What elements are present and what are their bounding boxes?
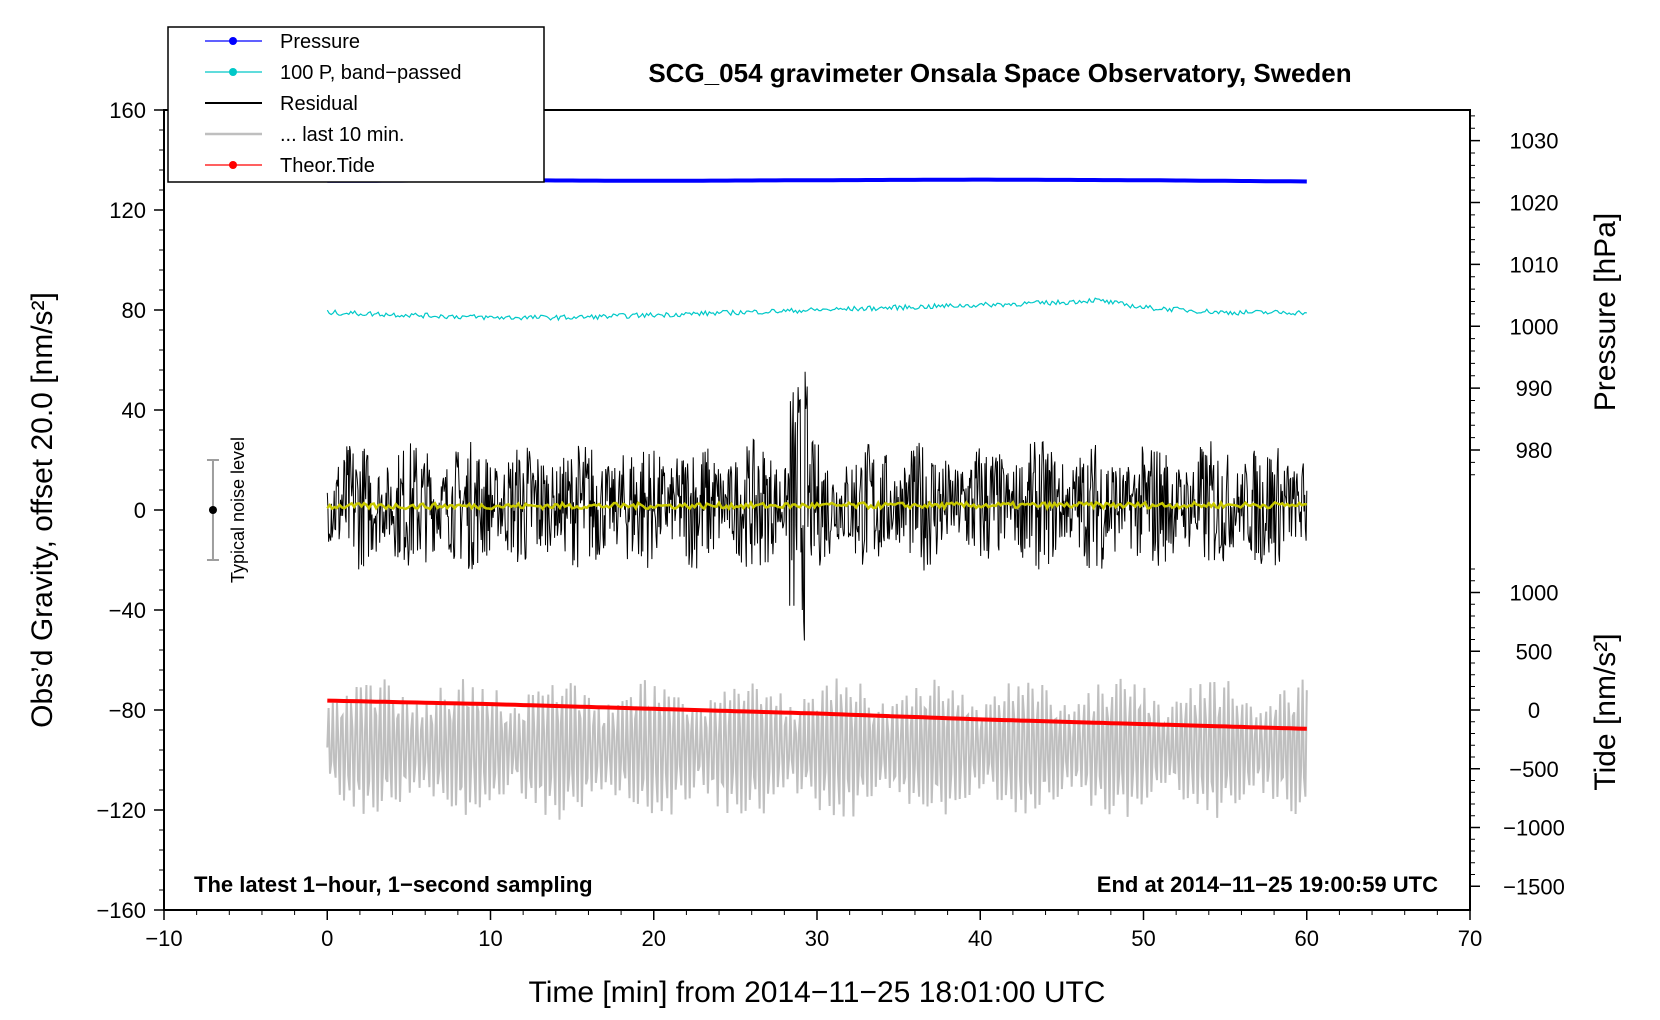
series-theor-tide — [327, 698, 1307, 731]
x-tick-label: 60 — [1295, 926, 1319, 951]
y-tick-label: −80 — [109, 698, 146, 723]
noise-level-label: Typical noise level — [228, 437, 248, 583]
pressure-tick-label: 1030 — [1510, 129, 1559, 154]
legend-box — [167, 26, 545, 183]
tide-axis-title: Tide [nm/s²] — [1589, 633, 1622, 790]
pressure-axis-title: Pressure [hPa] — [1589, 213, 1622, 411]
legend-label: Pressure — [280, 31, 360, 53]
y-tick-label: 160 — [109, 98, 146, 123]
x-axis-title: Time [min] from 2014−11−25 18:01:00 UTC — [529, 976, 1106, 1009]
tide-tick-label: 0 — [1528, 698, 1540, 723]
y-tick-label: −120 — [96, 798, 146, 823]
pressure-tick-label: 990 — [1516, 376, 1553, 401]
x-tick-label: 30 — [805, 926, 829, 951]
series-last-10-min — [326, 678, 1308, 820]
note-right: End at 2014−11−25 19:00:59 UTC — [1097, 872, 1438, 897]
series-band-passed — [326, 297, 1307, 322]
y-tick-label: 80 — [122, 298, 146, 323]
legend-label: Residual — [280, 93, 358, 115]
legend-swatch-dot — [229, 37, 237, 45]
x-tick-label: −10 — [145, 926, 182, 951]
tide-tick-label: −1500 — [1503, 874, 1565, 899]
tide-tick-label: 1000 — [1510, 581, 1559, 606]
tide-tick-label: −500 — [1509, 757, 1559, 782]
chart-title: SCG_054 gravimeter Onsala Space Observat… — [648, 58, 1351, 88]
y-tick-label: 40 — [122, 398, 146, 423]
legend-items: Pressure 100 P, band−passed Residual ... la… — [205, 31, 461, 177]
y-tick-label: −40 — [109, 598, 146, 623]
y-tick-label: 0 — [134, 498, 146, 523]
series-residual — [326, 371, 1308, 641]
tide-tick-label: −1000 — [1503, 816, 1565, 841]
legend-swatch-dot — [229, 161, 237, 169]
x-tick-label: 0 — [321, 926, 333, 951]
series-smoothed-residual — [326, 499, 1307, 512]
x-tick-label: 70 — [1458, 926, 1482, 951]
x-tick-label: 10 — [478, 926, 502, 951]
pressure-tick-label: 1020 — [1510, 191, 1559, 216]
note-left: The latest 1−hour, 1−second sampling — [194, 872, 593, 897]
x-tick-label: 40 — [968, 926, 992, 951]
tide-tick-label: 500 — [1516, 639, 1553, 664]
y-tick-label: −160 — [96, 898, 146, 923]
pressure-tick-label: 980 — [1516, 438, 1553, 463]
legend-label: Theor.Tide — [280, 155, 375, 177]
pressure-tick-label: 1000 — [1510, 314, 1559, 339]
x-tick-label: 20 — [642, 926, 666, 951]
x-tick-label: 50 — [1131, 926, 1155, 951]
axis-layer: −10 0 10 20 30 40 50 60 7016012080400−40−80−120−… — [96, 98, 1564, 951]
y-tick-label: 120 — [109, 198, 146, 223]
data-layer — [326, 177, 1308, 820]
legend-swatch-dot — [229, 68, 237, 76]
legend-label: 100 P, band−passed — [280, 62, 461, 84]
legend-label: ... last 10 min. — [280, 124, 405, 146]
y-axis-title: Obs’d Gravity, offset 20.0 [nm/s²] — [26, 292, 59, 728]
noise-level-center-dot — [208, 506, 217, 514]
legend: Pressure 100 P, band−passed Residual ... la… — [167, 26, 545, 183]
pressure-tick-label: 1010 — [1510, 252, 1559, 277]
